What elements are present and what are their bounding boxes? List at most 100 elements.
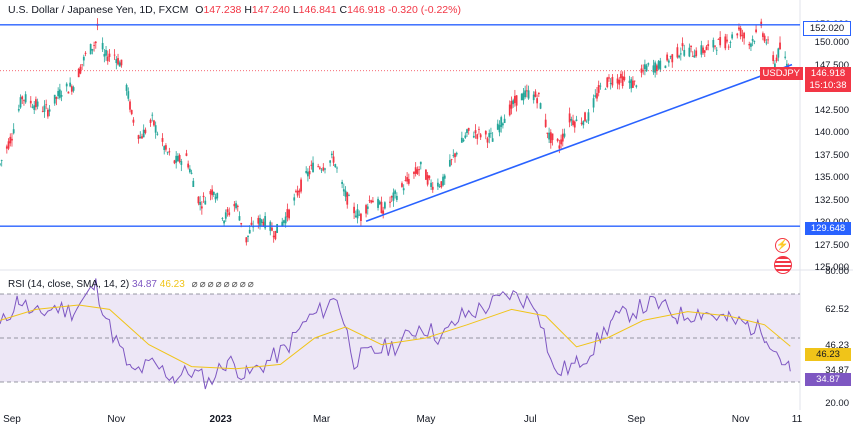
- candle-body: [608, 77, 610, 79]
- candle-body: [741, 34, 744, 36]
- candle-body: [657, 61, 660, 69]
- candle-body: [580, 122, 583, 124]
- candle-body: [149, 119, 152, 123]
- visibility-icons[interactable]: ⌀⌀⌀⌀⌀⌀⌀⌀: [191, 279, 256, 290]
- candle-body: [510, 100, 513, 109]
- candle-body: [392, 192, 395, 201]
- candle-body: [235, 203, 237, 209]
- candle-body: [751, 38, 754, 42]
- candle-body: [368, 200, 371, 202]
- candle-body: [558, 145, 561, 149]
- candle-body: [308, 170, 311, 175]
- candle-body: [474, 130, 477, 134]
- candle-body: [524, 90, 527, 98]
- candle-body: [129, 101, 131, 110]
- candle-body: [5, 146, 8, 149]
- candle-body: [264, 216, 267, 229]
- candle-body: [621, 76, 624, 87]
- candle-body: [712, 39, 715, 48]
- candle-body: [522, 92, 525, 101]
- candle-body: [188, 168, 191, 173]
- candle-body: [460, 137, 463, 143]
- candle-body: [623, 76, 626, 80]
- candle-body: [120, 59, 123, 66]
- candle-body: [512, 100, 515, 105]
- candle-body: [563, 133, 566, 137]
- time-tick-label: May: [416, 414, 436, 425]
- candle-body: [29, 100, 32, 104]
- candle-body: [295, 190, 297, 192]
- time-tick-label: Mar: [312, 414, 331, 425]
- candle-body: [365, 205, 367, 214]
- candle-body: [772, 55, 775, 62]
- candle-body: [539, 103, 542, 109]
- time-tick-label: 11: [791, 414, 803, 425]
- candle-body: [46, 109, 49, 117]
- candle-body: [200, 206, 203, 209]
- lightning-icon[interactable]: ⚡: [775, 238, 790, 253]
- rsi-tick-label: 20.00: [825, 398, 849, 409]
- candle-body: [94, 41, 97, 44]
- candle-body: [93, 45, 95, 46]
- candle-body: [705, 46, 708, 51]
- candle-body: [307, 171, 309, 177]
- candle-body: [19, 97, 22, 108]
- rsi-label: RSI (14, close, SMA, 14, 2): [8, 279, 130, 290]
- candle-body: [551, 133, 554, 141]
- candle-body: [739, 28, 742, 37]
- candle-body: [165, 145, 167, 150]
- candle-body: [137, 135, 140, 139]
- candle-body: [635, 85, 638, 87]
- candle-body: [570, 119, 573, 121]
- candle-body: [645, 65, 648, 72]
- candle-body: [496, 123, 499, 130]
- time-tick-label: Nov: [107, 414, 126, 425]
- candle-body: [630, 79, 633, 89]
- candle-body: [113, 54, 116, 56]
- candle-body: [491, 138, 494, 142]
- candle-body: [647, 63, 650, 65]
- candle-body: [643, 64, 646, 70]
- candle-body: [212, 192, 215, 195]
- candle-body: [715, 49, 718, 51]
- drawn-lines[interactable]: [0, 24, 800, 227]
- candle-body: [479, 134, 482, 138]
- candle-body: [678, 55, 681, 58]
- candle-body: [127, 91, 130, 99]
- candle-body: [582, 121, 585, 126]
- candle-body: [394, 190, 397, 194]
- candle-body: [575, 119, 578, 121]
- candle-body: [67, 91, 70, 94]
- candle-body: [115, 59, 118, 64]
- time-tick-label: Nov: [731, 414, 750, 425]
- rsi-pane: [0, 278, 800, 390]
- candle-body: [714, 45, 716, 47]
- candle-body: [360, 213, 362, 221]
- candle-body: [546, 132, 549, 134]
- candle-body: [425, 169, 427, 180]
- candle-body: [372, 200, 374, 203]
- candle-body: [370, 200, 373, 203]
- candle-body: [175, 155, 178, 163]
- candle-body: [132, 119, 135, 123]
- candle-body: [628, 80, 631, 84]
- candle-body: [671, 54, 674, 63]
- candle-body: [667, 60, 670, 63]
- candle-body: [437, 182, 439, 187]
- candle-body: [702, 47, 704, 53]
- us-flag-icon[interactable]: [774, 256, 792, 274]
- candle-body: [691, 56, 694, 57]
- candle-body: [652, 65, 655, 73]
- candle-body: [383, 202, 386, 209]
- symbol-tag: USDJPY: [759, 67, 803, 80]
- candle-body: [587, 112, 590, 121]
- candle-body: [527, 90, 530, 99]
- candle-body: [153, 120, 155, 126]
- candle-body: [502, 123, 504, 126]
- open-label: O: [195, 4, 204, 16]
- candle-body: [462, 139, 465, 142]
- candle-body: [738, 27, 740, 30]
- price-tick-label: 140.000: [814, 127, 849, 138]
- candle-body: [341, 182, 344, 185]
